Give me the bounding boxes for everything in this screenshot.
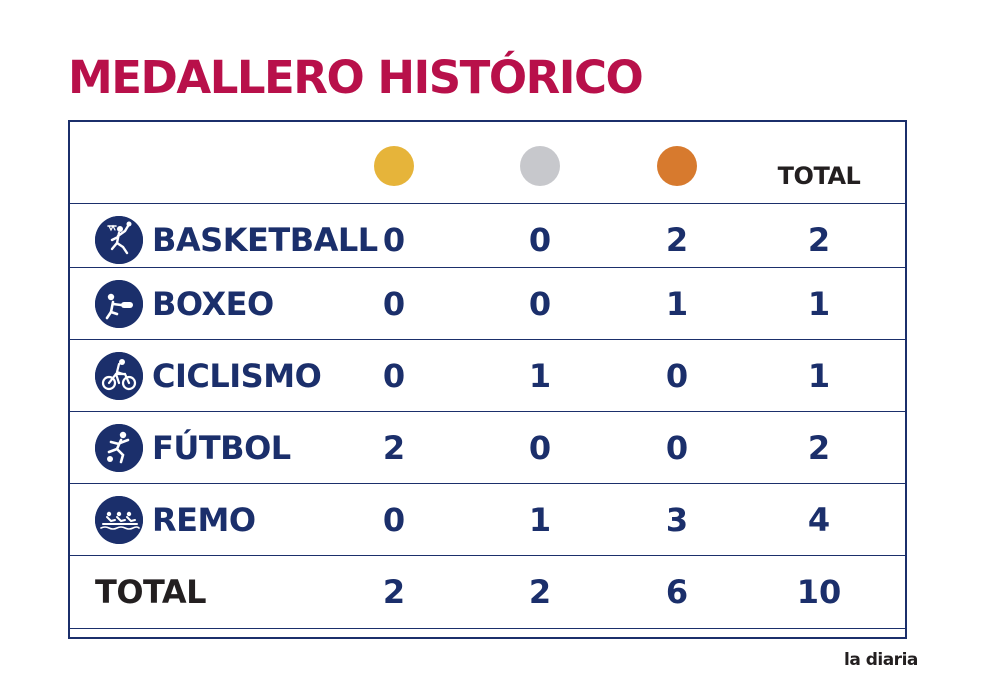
table-row: REMO 0 1 3 4	[70, 484, 905, 556]
bronze-medal-icon	[657, 146, 697, 186]
row-total: 2	[807, 429, 831, 467]
bronze-count: 0	[665, 429, 689, 467]
row-total: 1	[807, 285, 831, 323]
row-divider	[70, 483, 905, 484]
bronze-count: 2	[665, 221, 689, 259]
sport-name: CICLISMO	[152, 357, 322, 395]
sport-name: FÚTBOL	[152, 429, 291, 467]
gold-medal-icon	[374, 146, 414, 186]
gold-count: 0	[382, 221, 406, 259]
boxing-icon	[95, 280, 143, 328]
table-row: BOXEO 0 0 1 1	[70, 268, 905, 340]
table-row: FÚTBOL 2 0 0 2	[70, 412, 905, 484]
bronze-count: 3	[665, 501, 689, 539]
silver-count: 1	[528, 357, 552, 395]
row-divider	[70, 339, 905, 340]
cycling-icon	[95, 352, 143, 400]
sport-name: REMO	[152, 501, 256, 539]
totals-label: TOTAL	[95, 573, 207, 611]
silver-count: 1	[528, 501, 552, 539]
row-divider	[70, 267, 905, 268]
sport-name: BASKETBALL	[152, 221, 378, 259]
page-title: MEDALLERO HISTÓRICO	[68, 51, 644, 104]
bronze-total: 6	[665, 573, 689, 611]
row-total: 1	[807, 357, 831, 395]
brand-logo: la diaria	[844, 650, 918, 670]
gold-count: 0	[382, 357, 406, 395]
row-divider	[70, 555, 905, 556]
silver-total: 2	[528, 573, 552, 611]
table-row: BASKETBALL 0 0 2 2	[70, 204, 905, 276]
row-total: 2	[807, 221, 831, 259]
silver-count: 0	[528, 221, 552, 259]
basketball-icon	[95, 216, 143, 264]
medal-table: TOTAL BASKETBALL 0 0 2 2	[68, 120, 907, 639]
grand-total: 10	[796, 573, 842, 611]
gold-count: 0	[382, 285, 406, 323]
totals-row: TOTAL 2 2 6 10	[70, 556, 905, 628]
silver-medal-icon	[520, 146, 560, 186]
silver-count: 0	[528, 285, 552, 323]
gold-total: 2	[382, 573, 406, 611]
row-divider	[70, 628, 905, 629]
gold-count: 0	[382, 501, 406, 539]
rowing-icon	[95, 496, 143, 544]
gold-count: 2	[382, 429, 406, 467]
total-column-header: TOTAL	[777, 162, 861, 190]
silver-count: 0	[528, 429, 552, 467]
row-total: 4	[807, 501, 831, 539]
table-row: CICLISMO 0 1 0 1	[70, 340, 905, 412]
football-icon	[95, 424, 143, 472]
row-divider	[70, 411, 905, 412]
row-divider	[70, 203, 905, 204]
bronze-count: 0	[665, 357, 689, 395]
sport-name: BOXEO	[152, 285, 274, 323]
bronze-count: 1	[665, 285, 689, 323]
